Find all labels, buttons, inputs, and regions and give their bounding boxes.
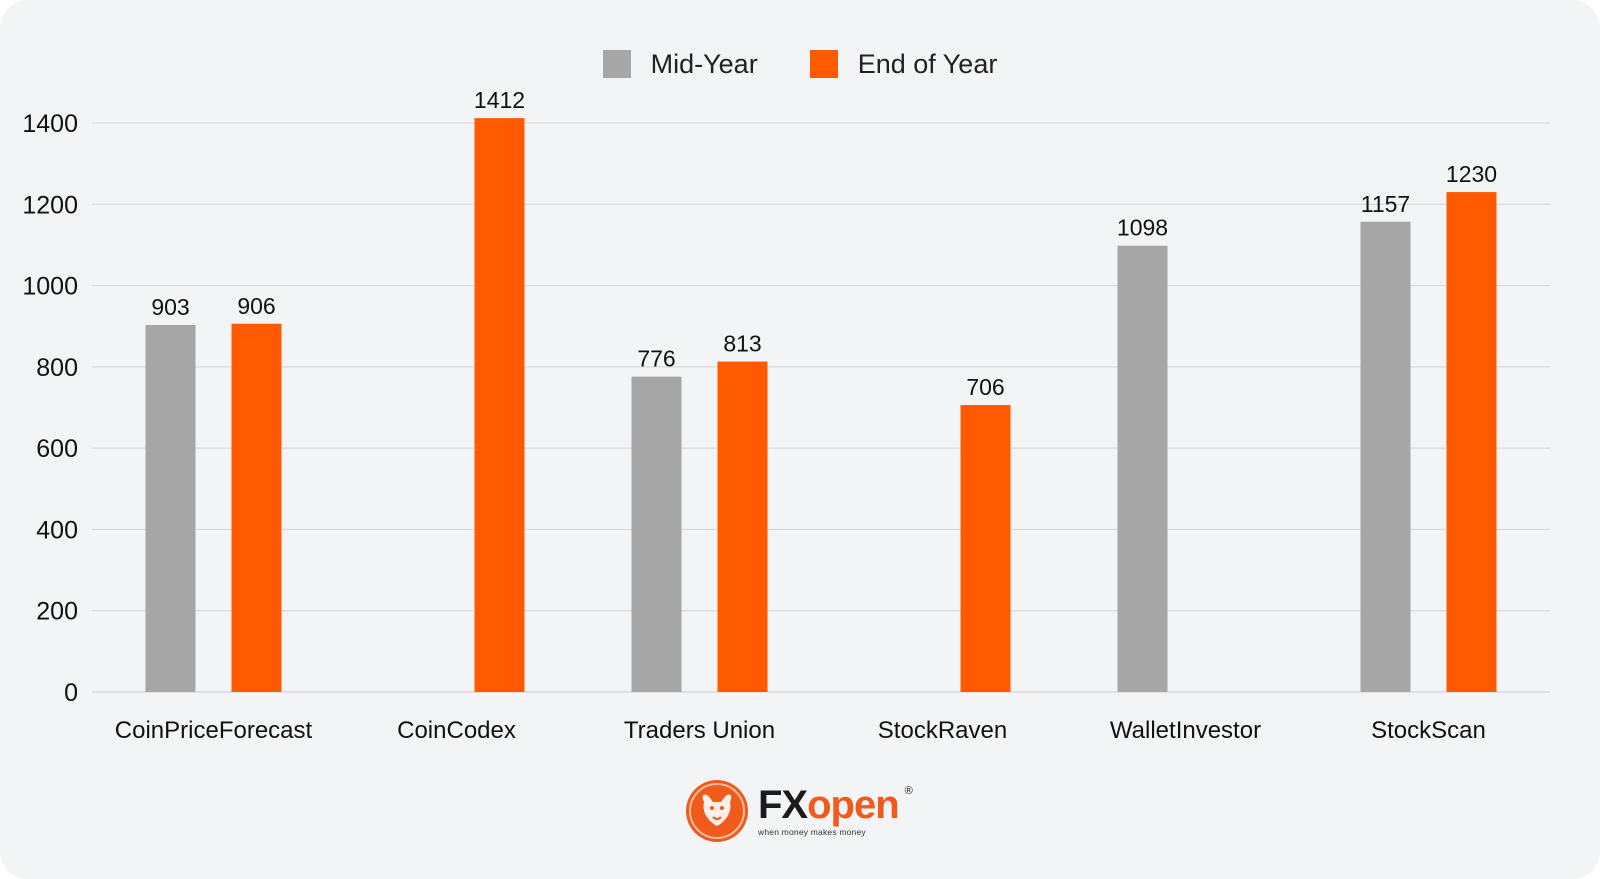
registered-mark: ®: [904, 785, 913, 797]
y-tick-label: 1400: [22, 110, 78, 138]
chart-legend: Mid-Year End of Year: [0, 44, 1600, 84]
legend-label-mid-year: Mid-Year: [650, 48, 758, 79]
y-tick-label: 600: [36, 435, 78, 463]
data-label: 706: [966, 374, 1004, 400]
legend-item-mid-year: Mid-Year: [602, 48, 758, 80]
data-label: 813: [723, 331, 761, 357]
data-label: 1157: [1361, 191, 1410, 217]
brand-tagline: when money makes money: [758, 827, 866, 837]
data-label: 1412: [474, 87, 525, 113]
legend-label-end-of-year: End of Year: [857, 48, 998, 79]
bar-end-of-year: [717, 361, 768, 692]
brand-open: open: [807, 783, 900, 827]
y-tick-label: 0: [64, 679, 78, 707]
y-tick-label: 800: [36, 354, 78, 382]
y-tick-label: 200: [36, 598, 78, 626]
brand-fx: FX: [758, 783, 808, 827]
bar-mid-year: [1117, 245, 1168, 692]
bar-end-of-year: [1446, 192, 1497, 693]
bar-end-of-year: [231, 323, 282, 692]
bar-end-of-year: [474, 118, 525, 692]
legend-swatch-end-of-year: [809, 50, 838, 78]
bar-mid-year: [631, 376, 682, 692]
legend-swatch-mid-year: [602, 50, 631, 78]
x-tick-label: CoinPriceForecast: [115, 717, 313, 744]
bar-mid-year: [1360, 221, 1411, 692]
data-label: 776: [637, 346, 675, 372]
bull-emblem-icon: [686, 780, 748, 842]
data-label: 903: [151, 294, 189, 320]
data-label: 1230: [1446, 161, 1497, 187]
data-label: 906: [237, 293, 275, 319]
logo-wordmark: FXopen ® when money makes money: [758, 783, 913, 837]
x-tick-label: WalletInvestor: [1110, 717, 1261, 744]
x-tick-label: CoinCodex: [397, 717, 516, 744]
x-tick-label: StockRaven: [878, 717, 1007, 744]
bar-mid-year: [145, 324, 196, 692]
data-label: 1098: [1117, 215, 1168, 241]
fxopen-logo: FXopen ® when money makes money: [686, 776, 916, 846]
bar-end-of-year: [960, 405, 1011, 692]
x-tick-label: StockScan: [1371, 717, 1486, 744]
y-tick-label: 1000: [22, 273, 78, 301]
y-tick-label: 1200: [22, 191, 78, 219]
brand-name: FXopen: [758, 783, 900, 827]
y-tick-label: 400: [36, 516, 78, 544]
x-tick-label: Traders Union: [624, 717, 775, 744]
legend-item-end-of-year: End of Year: [809, 48, 998, 80]
